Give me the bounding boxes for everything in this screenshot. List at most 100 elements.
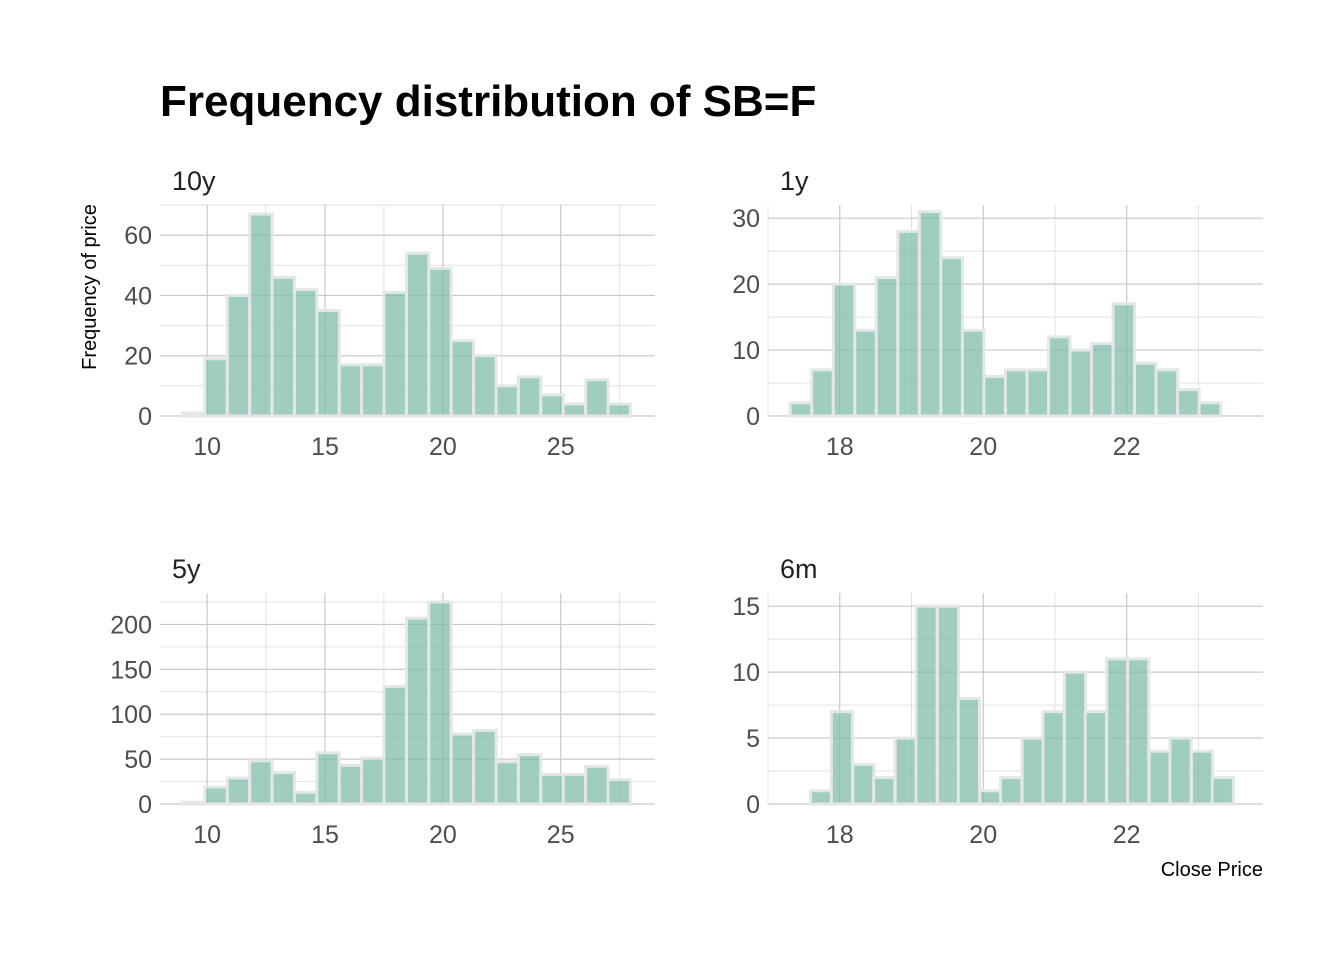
histogram-bar	[225, 776, 252, 806]
y-tick-label: 150	[110, 656, 152, 684]
histogram-bar	[472, 354, 498, 418]
histogram-bar	[1090, 341, 1115, 418]
histogram-bar	[788, 401, 814, 418]
histogram-bar	[1041, 710, 1066, 806]
histogram-bar	[360, 363, 386, 418]
histogram-bar	[1025, 368, 1051, 418]
histogram-bar	[982, 374, 1007, 418]
histogram-bar	[584, 764, 610, 806]
histogram-bar	[315, 309, 341, 418]
histogram-bar	[896, 229, 921, 418]
histogram-bar	[337, 763, 364, 806]
histogram-bar	[978, 789, 1003, 806]
histogram-bar	[181, 411, 207, 418]
histogram-bar	[1020, 736, 1045, 806]
x-tick-label: 10	[193, 821, 221, 849]
x-tick-label: 20	[429, 821, 457, 849]
histogram-bar	[956, 697, 981, 806]
histogram-bar	[225, 293, 252, 418]
histogram-bar	[1126, 657, 1151, 806]
histogram-bar	[427, 600, 453, 806]
x-tick-label: 18	[826, 433, 854, 461]
histogram-bar	[1003, 368, 1029, 418]
facet-title: 10y	[172, 166, 216, 196]
histogram-bar	[1105, 657, 1130, 806]
histogram-bar	[292, 790, 319, 806]
y-tick-label: 60	[124, 222, 152, 250]
y-tick-label: 30	[732, 205, 760, 233]
histogram-bar	[203, 357, 229, 418]
x-tick-label: 25	[547, 821, 575, 849]
y-tick-label: 20	[732, 271, 760, 299]
histogram-bar	[404, 251, 431, 418]
y-tick-label: 0	[746, 791, 760, 819]
x-tick-label: 22	[1113, 821, 1141, 849]
y-tick-label: 0	[138, 403, 152, 431]
histogram-bar	[270, 771, 296, 806]
x-tick-label: 18	[826, 821, 854, 849]
facet-panel-10y: 0 20 40 60 10 15 20 25 10y	[124, 166, 655, 461]
histogram-bar	[382, 684, 408, 806]
histogram-bar	[427, 266, 453, 418]
histogram-bar	[829, 710, 854, 806]
y-tick-label: 100	[110, 701, 152, 729]
histogram-bar	[810, 368, 835, 418]
y-tick-label: 15	[732, 593, 760, 621]
y-tick-label: 50	[124, 746, 152, 774]
histogram-bar	[853, 328, 878, 418]
histogram-bar	[809, 789, 834, 806]
histogram-bar	[872, 776, 897, 806]
histogram-bar	[472, 728, 498, 806]
histogram-bar	[960, 328, 986, 418]
histogram-bar	[1197, 401, 1223, 418]
histogram-bar	[382, 290, 408, 418]
histogram-bar	[337, 363, 364, 418]
x-tick-label: 20	[969, 821, 997, 849]
histogram-bar	[516, 753, 543, 806]
histogram-bar	[494, 760, 520, 806]
histogram-bar	[360, 756, 386, 806]
x-tick-label: 20	[969, 433, 997, 461]
y-tick-label: 5	[746, 725, 760, 753]
histogram-bar	[539, 393, 565, 418]
x-tick-label: 20	[429, 433, 457, 461]
histogram-bar	[494, 384, 520, 418]
histogram-bar	[1189, 749, 1215, 806]
histogram-bar	[449, 339, 476, 418]
x-tick-label: 15	[311, 433, 339, 461]
y-tick-label: 20	[124, 343, 152, 371]
histogram-bar	[1154, 368, 1180, 418]
histogram-bar	[561, 772, 588, 806]
histogram-bar	[939, 256, 964, 418]
histogram-bar	[248, 212, 274, 418]
histogram-bar	[561, 402, 588, 418]
y-tick-label: 200	[110, 611, 152, 639]
histogram-bar	[203, 785, 229, 806]
histogram-bar	[181, 800, 207, 806]
y-axis-title: Frequency of price	[79, 204, 101, 370]
y-tick-label: 10	[732, 337, 760, 365]
histogram-bar	[315, 751, 341, 806]
histogram-bar	[893, 736, 918, 806]
histogram-bar	[248, 759, 274, 806]
histogram-bar	[1083, 710, 1108, 806]
histogram-bar	[1210, 776, 1235, 806]
histogram-bar	[917, 210, 943, 418]
y-tick-label: 10	[732, 659, 760, 687]
histogram-bar	[539, 772, 565, 806]
facet-panel-1y: 0 10 20 30 18 20 22 1y	[732, 166, 1263, 461]
facet-panel-6m: 0 5 10 15 18 20 22 6m	[732, 554, 1263, 849]
histogram-bar	[1147, 749, 1172, 806]
histogram-bar	[914, 604, 939, 806]
histogram-bar	[851, 762, 876, 806]
histogram-bar	[606, 402, 632, 418]
x-tick-label: 15	[311, 821, 339, 849]
histogram-bar	[449, 732, 476, 806]
histogram-bar	[1068, 348, 1094, 418]
histogram-bar	[606, 778, 632, 806]
x-tick-label: 10	[193, 433, 221, 461]
x-tick-label: 22	[1113, 433, 1141, 461]
y-tick-label: 40	[124, 282, 152, 310]
